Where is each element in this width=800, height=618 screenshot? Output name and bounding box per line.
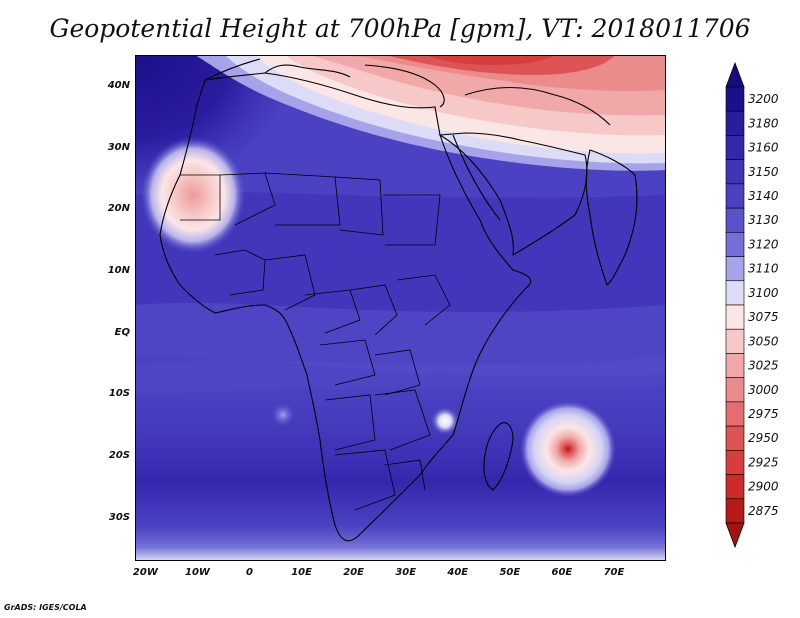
lat-tick-label: 20S bbox=[108, 450, 130, 462]
colorbar-label: 3025 bbox=[748, 359, 779, 373]
geopotential-map bbox=[135, 55, 666, 561]
colorbar-label: 3150 bbox=[748, 165, 779, 179]
coastlines bbox=[159, 58, 638, 542]
country-borders bbox=[180, 172, 451, 511]
lon-tick-label: 10E bbox=[291, 567, 312, 578]
colorbar-swatch bbox=[725, 280, 745, 306]
colorbar-label: 3200 bbox=[748, 92, 779, 106]
colorbar-swatch bbox=[725, 425, 745, 451]
sahara-low bbox=[141, 137, 245, 253]
lon-tick-label: 40E bbox=[447, 567, 469, 578]
mozambique-low bbox=[431, 407, 459, 435]
colorbar-label: 3000 bbox=[748, 383, 779, 397]
colorbar-swatch bbox=[725, 86, 745, 112]
lat-tick-label: 40N bbox=[107, 79, 130, 91]
colorbar-label: 3110 bbox=[748, 262, 779, 276]
colorbar-swatch bbox=[725, 498, 745, 524]
lat-tick-label: 30S bbox=[108, 511, 130, 523]
colorbar-label: 3075 bbox=[748, 310, 779, 324]
colorbar-label: 3130 bbox=[748, 213, 779, 227]
lat-tick-label: EQ bbox=[114, 326, 130, 338]
lon-tick-label: 20W bbox=[132, 567, 158, 578]
colorbar-label: 3140 bbox=[748, 189, 779, 203]
lat-tick-label: 10S bbox=[108, 388, 130, 400]
colorbar-swatch bbox=[725, 232, 745, 257]
lon-tick-label: 30E bbox=[395, 567, 417, 578]
lon-tick-label: 50E bbox=[499, 567, 521, 578]
colorbar-label: 2975 bbox=[748, 407, 779, 421]
colorbar-label: 2875 bbox=[748, 504, 779, 518]
colorbar-swatch bbox=[725, 304, 745, 330]
colorbar-label: 3100 bbox=[748, 286, 779, 300]
colorbar-swatch bbox=[725, 401, 745, 427]
colorbar-swatch bbox=[725, 377, 745, 403]
weak-low-atlantic bbox=[271, 403, 295, 427]
lon-tick-label: 70E bbox=[603, 567, 625, 578]
colorbar-label: 3180 bbox=[748, 116, 779, 130]
colorbar-label: 3050 bbox=[748, 334, 779, 348]
northern-low-heights bbox=[195, 55, 666, 171]
colorbar-swatch bbox=[725, 135, 745, 160]
colorbar-label: 3120 bbox=[748, 237, 779, 251]
lon-tick-label: 60E bbox=[551, 567, 573, 578]
colorbar-swatch bbox=[725, 450, 745, 475]
lat-tick-label: 10N bbox=[107, 264, 130, 276]
map-frame bbox=[135, 55, 666, 561]
colorbar-swatch bbox=[725, 474, 745, 500]
chart-title: Geopotential Height at 700hPa [gpm], VT:… bbox=[49, 14, 751, 43]
lon-tick-label: 10W bbox=[184, 567, 210, 578]
colorbar-swatch bbox=[725, 110, 745, 136]
colorbar-swatch bbox=[725, 256, 745, 282]
colorbar-swatch bbox=[725, 328, 745, 354]
lon-tick-label: 20E bbox=[343, 567, 365, 578]
colorbar-top-arrow bbox=[725, 61, 745, 88]
colorbar-swatch bbox=[725, 159, 745, 185]
colorbar-label: 2950 bbox=[748, 431, 779, 445]
colorbar-swatch bbox=[725, 353, 745, 378]
map-panel bbox=[135, 55, 666, 561]
colorbar-swatch bbox=[725, 183, 745, 209]
colorbar-label: 2925 bbox=[748, 455, 779, 469]
colorbar-swatch bbox=[725, 207, 745, 233]
grads-credit: GrADS: IGES/COLA bbox=[4, 603, 87, 612]
colorbar-label: 2900 bbox=[748, 480, 779, 494]
lat-tick-label: 20N bbox=[107, 203, 130, 215]
lat-tick-label: 30N bbox=[107, 141, 130, 153]
colorbar-svg: 3200 3180 3160 3150 3140 3130 3120 3110 3100 3075… bbox=[725, 61, 779, 549]
colorbar-bottom-arrow bbox=[725, 522, 745, 549]
colorbar-label: 3160 bbox=[748, 141, 779, 155]
tropical-cyclone-low bbox=[520, 401, 616, 497]
lon-tick-label: 0 bbox=[246, 567, 253, 578]
